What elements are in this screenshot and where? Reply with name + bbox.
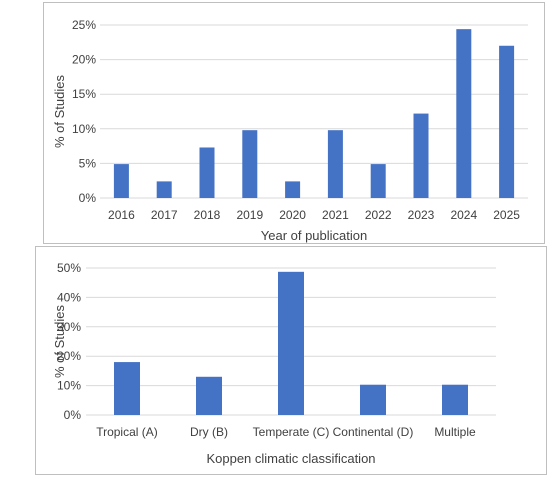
chart2-y-axis-title: % of Studies: [52, 305, 67, 378]
chart1-y-tick-label: 0%: [79, 191, 97, 205]
chart1-bar-2025: [499, 45, 515, 199]
chart2-bar-dry-b: [196, 376, 222, 415]
chart2-bar-temperate-c: [278, 271, 304, 415]
chart1-bar-2016: [113, 164, 129, 198]
chart1-bar-2017: [156, 181, 172, 198]
chart1-x-tick-label: 2016: [108, 208, 135, 222]
chart1-x-tick-label: 2022: [365, 208, 392, 222]
chart1-y-tick-label: 15%: [72, 87, 96, 101]
chart2-bar-continental-d: [360, 384, 386, 415]
chart1-bar-2020: [285, 181, 301, 198]
chart2-y-tick-label: 30%: [57, 320, 81, 334]
chart2-y-tick-label: 20%: [57, 349, 81, 363]
chart2-y-tick-label: 10%: [57, 379, 81, 393]
chart2-bar-multiple: [442, 384, 468, 415]
chart1-y-tick-label: 10%: [72, 122, 96, 136]
chart2-x-tick-label: Tropical (A): [96, 425, 158, 439]
chart2-x-axis-title: Koppen climatic classification: [206, 451, 375, 466]
chart1-y-tick-label: 20%: [72, 53, 96, 67]
chart2-bar-tropical-a: [114, 362, 140, 415]
chart1-bar-2018: [199, 147, 215, 198]
chart1-x-tick-label: 2021: [322, 208, 349, 222]
chart1-x-tick-label: 2017: [151, 208, 178, 222]
chart1-bar-2019: [242, 130, 258, 198]
chart2-x-tick-label: Continental (D): [333, 425, 414, 439]
chart1-y-tick-label: 25%: [72, 18, 96, 32]
chart1-x-tick-label: 2018: [194, 208, 221, 222]
chart1-bar-2024: [456, 29, 472, 198]
chart1-x-tick-label: 2023: [408, 208, 435, 222]
chart1-x-tick-label: 2020: [279, 208, 306, 222]
chart2-y-tick-label: 0%: [64, 408, 82, 422]
chart1-y-axis-title: % of Studies: [52, 75, 67, 148]
chart2-x-tick-label: Multiple: [434, 425, 476, 439]
chart1-bar-2022: [370, 164, 386, 198]
chart1-x-axis-title: Year of publication: [261, 228, 368, 243]
chart2-y-tick-label: 50%: [57, 261, 81, 275]
chart1-bar-2023: [413, 113, 429, 198]
chart1-x-tick-label: 2024: [450, 208, 477, 222]
chart1-x-tick-label: 2019: [236, 208, 263, 222]
chart2-x-tick-label: Dry (B): [190, 425, 228, 439]
chart2-y-tick-label: 40%: [57, 290, 81, 304]
chart2-x-tick-label: Temperate (C): [253, 425, 330, 439]
chart1-y-tick-label: 5%: [79, 156, 97, 170]
chart1-bar-2021: [327, 130, 343, 198]
chart1-x-tick-label: 2025: [493, 208, 520, 222]
